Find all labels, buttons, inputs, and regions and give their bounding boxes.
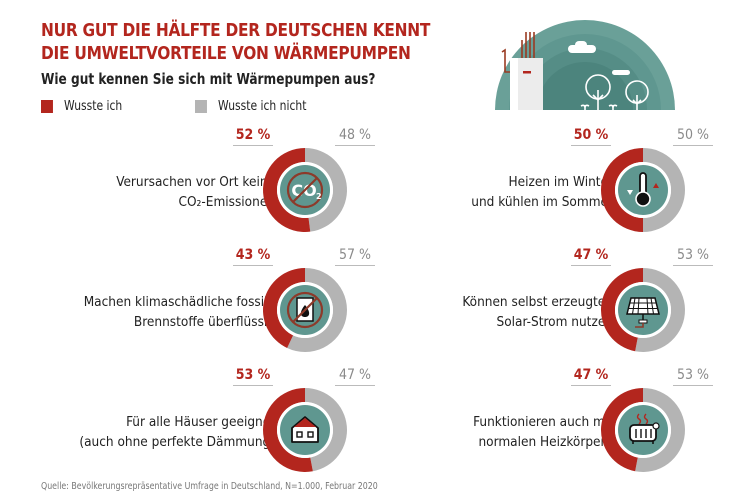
legend-item-no: Wusste ich nicht [195,99,306,114]
donut-segment-yes [600,388,643,472]
donut-segment-yes [600,148,643,232]
donut-chart [600,388,685,472]
percent-label-yes: 50 % [571,127,611,146]
title-line-1: NUR GUT DIE HÄLFTE DER DEUTSCHEN KENNT [41,21,431,41]
legend-swatch-no [195,100,207,113]
percent-label-yes: 52 % [233,127,273,146]
percent-label-no: 53 % [673,367,713,386]
donut-chart [600,268,685,352]
legend-label-yes: Wusste ich [64,99,123,114]
donut-segment-yes [600,268,643,352]
house-icon [291,416,319,443]
legend-label-no: Wusste ich nicht [218,99,307,114]
item-label-line-1: Verursachen vor Ort keine [116,174,275,190]
item-label: Verursachen vor Ort keine CO₂-Emissionen [116,172,275,212]
item-label: Für alle Häuser geeignet (auch ohne perfe… [79,412,275,452]
donut-segment-no [305,388,348,472]
heat-pump-indicator [523,71,531,74]
item-label-line-1: Heizen im Winter [508,174,613,190]
donut-chart: CO 2 [263,148,348,232]
no-fossil-fuel-icon [286,291,324,329]
thermometer-icon [627,172,659,207]
item-label: Funktionieren auch mit normalen Heizkörpe… [473,412,613,452]
donut-chart [600,148,685,232]
item-label-line-2: Solar-Strom nutzen [496,314,613,330]
item-label-line-2: (auch ohne perfekte Dämmung) [79,434,275,450]
donut-chart [263,388,348,472]
donut-chart [263,268,347,352]
donut-segment-no [643,148,685,232]
percent-label-no: 50 % [673,127,713,146]
no-co2-icon: CO 2 [286,171,324,209]
legend-swatch-yes [41,100,53,113]
source-note: Quelle: Bevölkerungsrepräsentative Umfra… [41,481,378,492]
percent-label-no: 47 % [335,367,375,386]
pipes-icon [501,32,535,73]
item-label-line-1: Machen klimaschädliche fossile [83,294,275,310]
item-label: Machen klimaschädliche fossile Brennstoff… [84,292,275,332]
legend-item-yes: Wusste ich [41,99,122,114]
donut-segment-no [635,388,685,472]
item-label: Können selbst erzeugten Solar-Strom nutze… [462,292,613,332]
item-label-line-2: Brennstoffe überflüssig [133,314,275,330]
item-label-line-1: Funktionieren auch mit [473,414,613,430]
item-label-line-1: Für alle Häuser geeignet [126,414,275,430]
item-label: Heizen im Winter und kühlen im Sommer [471,172,613,212]
cloud-icon [612,70,630,75]
percent-label-no: 57 % [335,247,375,266]
solar-panel-icon [626,297,660,328]
hill-ring-4 [537,62,633,110]
percent-label-no: 48 % [335,127,375,146]
svg-text:2: 2 [316,192,322,201]
item-label-line-2: CO₂-Emissionen [178,194,275,210]
donut-segment-yes [263,268,305,349]
donut-segment-no [305,148,348,232]
item-label-line-2: normalen Heizkörpern [478,434,613,450]
donut-segment-yes [263,388,313,472]
radiator-icon [629,413,660,444]
percent-label-no: 53 % [673,247,713,266]
percent-label-yes: 53 % [233,367,273,386]
item-label-line-2: und kühlen im Sommer [471,194,613,210]
chart-title: NUR GUT DIE HÄLFTE DER DEUTSCHEN KENNT D… [41,20,430,66]
donut-segment-no [287,268,347,352]
tree-icon [580,74,649,110]
heat-pump-illustration [495,20,675,110]
donut-segment-yes [263,148,311,232]
donut-segment-no [635,268,685,352]
percent-label-yes: 43 % [233,247,273,266]
percent-label-yes: 47 % [571,247,611,266]
item-label-line-1: Können selbst erzeugten [462,294,613,310]
title-line-2: DIE UMWELTVORTEILE VON WÄRMEPUMPEN [41,44,411,64]
percent-label-yes: 47 % [571,367,611,386]
chart-subtitle: Wie gut kennen Sie sich mit Wärmepumpen … [41,70,376,88]
